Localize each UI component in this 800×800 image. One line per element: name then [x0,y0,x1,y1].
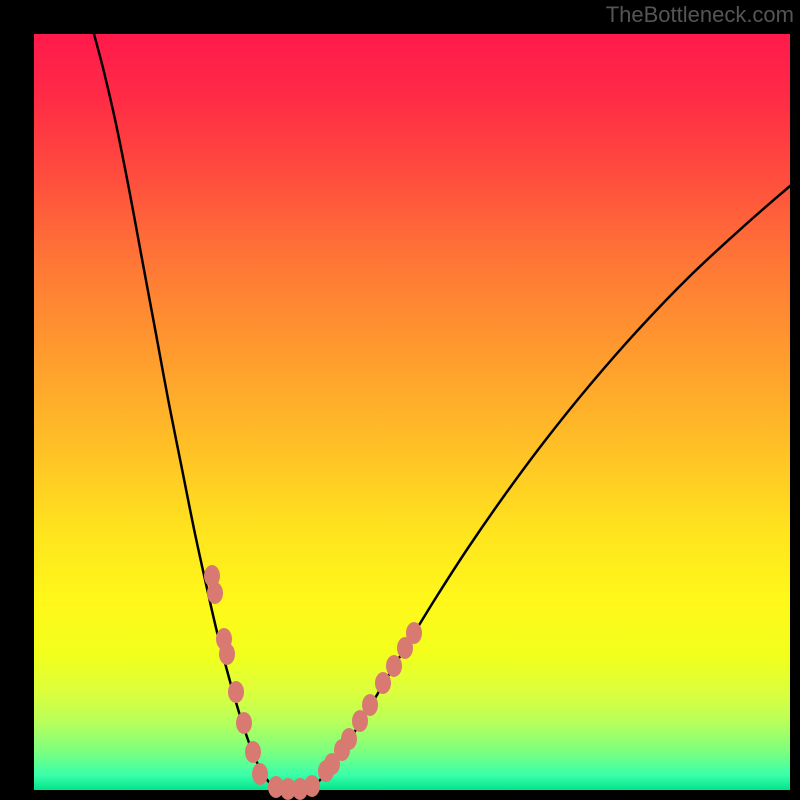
plot-area [34,34,790,790]
curve-right-curve [306,186,790,789]
marker-point [304,775,320,797]
curve-left-curve [94,34,278,789]
marker-point [386,655,402,677]
chart-container: TheBottleneck.com [0,0,800,800]
marker-point [236,712,252,734]
watermark-text: TheBottleneck.com [606,2,794,28]
curve-svg [34,34,790,790]
marker-point [406,622,422,644]
marker-point [362,694,378,716]
marker-point [219,643,235,665]
marker-point [341,728,357,750]
marker-point [252,763,268,785]
marker-point [207,582,223,604]
marker-point [245,741,261,763]
marker-point [228,681,244,703]
marker-point [375,672,391,694]
